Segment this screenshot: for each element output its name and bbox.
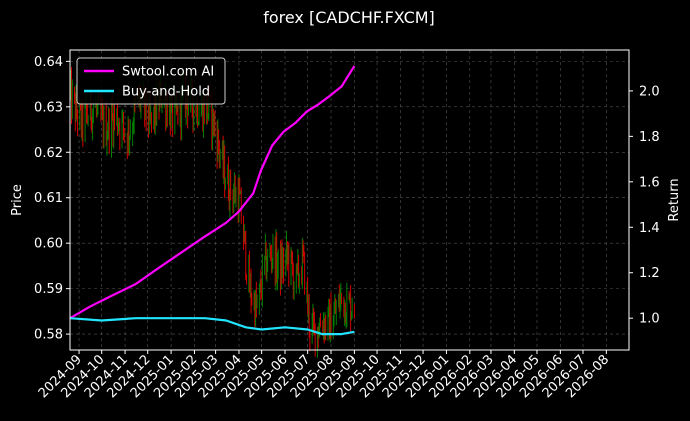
return-lines-layer	[69, 65, 356, 336]
chart-title: forex [CADCHF.FXCM]	[263, 8, 435, 27]
y-left-tick-label-0.60: 0.60	[34, 237, 63, 252]
y-axis-left-label: Price	[10, 184, 25, 216]
y-left-tick-label-0.61: 0.61	[34, 191, 63, 206]
y-right-tick-label-1.6: 1.6	[639, 175, 660, 190]
y-right-tick-label-1.4: 1.4	[639, 221, 660, 236]
y-left-tick-label-0.62: 0.62	[34, 146, 63, 161]
legend-label-swtool-ai: Swtool.com AI	[122, 65, 214, 80]
y-axis-right-label: Return	[667, 178, 682, 221]
legend-label-buy-and-hold: Buy-and-Hold	[122, 85, 210, 100]
y-right-tick-label-1.8: 1.8	[639, 130, 660, 145]
y-left-tick-label-0.64: 0.64	[34, 55, 63, 70]
legend-box	[76, 57, 226, 105]
y-right-tick-label-2.0: 2.0	[639, 84, 660, 99]
series-line-buy-and-hold	[69, 317, 355, 336]
y-left-tick-label-0.63: 0.63	[34, 100, 63, 115]
y-right-tick-label-1.0: 1.0	[639, 312, 660, 327]
y-left-tick-label-0.59: 0.59	[34, 282, 63, 297]
plot-frame	[69, 49, 630, 351]
series-line-swtool-com-ai	[69, 65, 356, 320]
y-left-tick-label-0.58: 0.58	[34, 328, 63, 343]
legend: Swtool.com AI Buy-and-Hold	[76, 57, 226, 105]
y-right-tick-label-1.2: 1.2	[639, 266, 660, 281]
